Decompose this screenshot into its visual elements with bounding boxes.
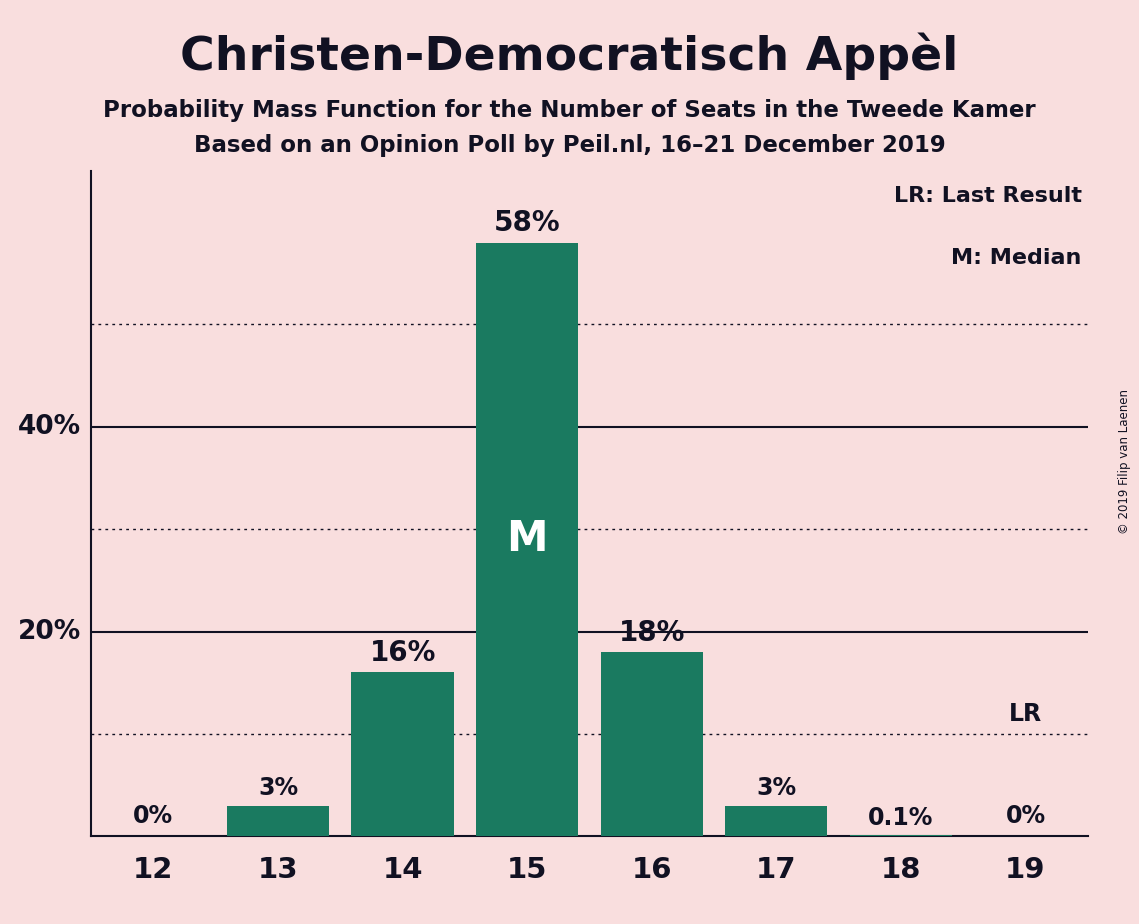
Text: 3%: 3%	[257, 776, 298, 800]
Text: 58%: 58%	[494, 210, 560, 237]
Text: 18%: 18%	[618, 619, 685, 647]
Bar	[476, 243, 579, 836]
Text: LR: Last Result: LR: Last Result	[893, 187, 1082, 206]
Text: 0%: 0%	[133, 804, 173, 828]
Text: 0.1%: 0.1%	[868, 806, 934, 830]
Text: 0%: 0%	[1006, 804, 1046, 828]
Text: © 2019 Filip van Laenen: © 2019 Filip van Laenen	[1118, 390, 1131, 534]
Bar	[726, 806, 827, 836]
Text: Probability Mass Function for the Number of Seats in the Tweede Kamer: Probability Mass Function for the Number…	[104, 99, 1035, 122]
Bar	[352, 673, 453, 836]
Text: 3%: 3%	[756, 776, 796, 800]
Bar	[227, 806, 329, 836]
Bar	[850, 835, 952, 836]
Text: 20%: 20%	[18, 618, 81, 645]
Text: 40%: 40%	[18, 414, 81, 440]
Text: Christen-Democratisch Appèl: Christen-Democratisch Appèl	[180, 32, 959, 79]
Text: M: Median: M: Median	[951, 248, 1082, 268]
Text: 16%: 16%	[369, 639, 436, 667]
Text: Based on an Opinion Poll by Peil.nl, 16–21 December 2019: Based on an Opinion Poll by Peil.nl, 16–…	[194, 134, 945, 157]
Text: M: M	[507, 518, 548, 560]
Bar	[600, 652, 703, 836]
Text: LR: LR	[1009, 701, 1042, 725]
